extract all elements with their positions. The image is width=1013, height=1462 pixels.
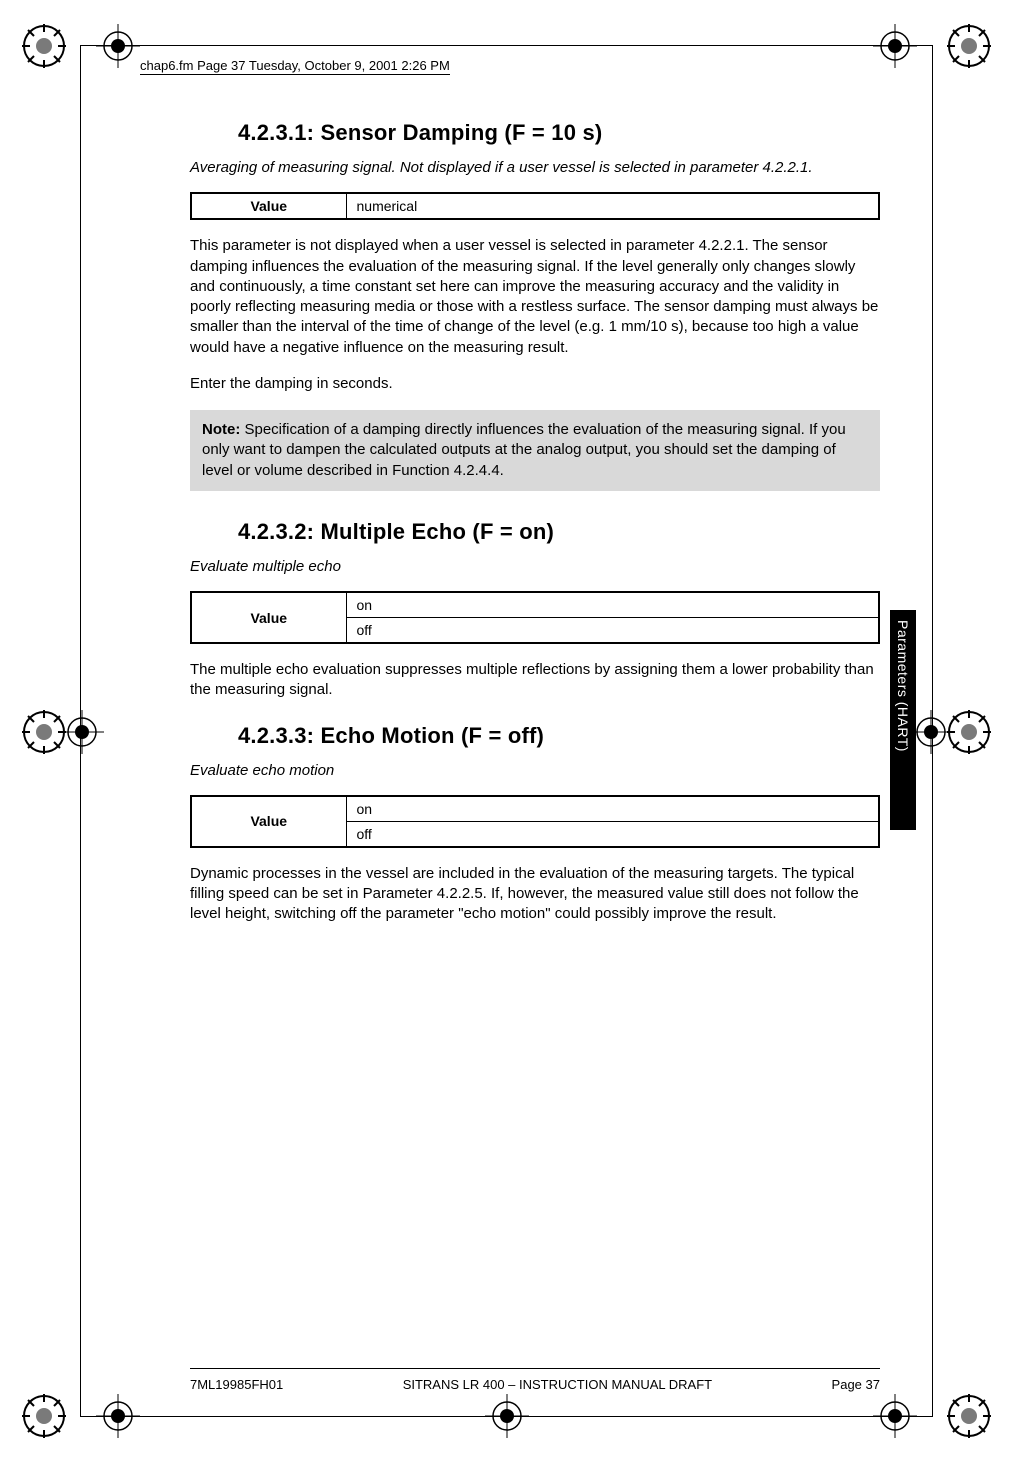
body-text-damping-2: Enter the damping in seconds.	[190, 374, 880, 394]
section-title-echo-motion: 4.2.3.3: Echo Motion (F = off)	[238, 723, 880, 749]
section-title-damping: 4.2.3.1: Sensor Damping (F = 10 s)	[238, 120, 880, 146]
section-title-multiple-echo: 4.2.3.2: Multiple Echo (F = on)	[238, 519, 880, 545]
table-label: Value	[191, 796, 346, 847]
side-tab-parameters: Parameters (HART)	[890, 610, 916, 830]
page-footer: 7ML19985FH01 SITRANS LR 400 – INSTRUCTIO…	[190, 1368, 880, 1392]
table-cell: numerical	[346, 193, 879, 219]
value-table-damping: Value numerical	[190, 192, 880, 220]
main-content: 4.2.3.1: Sensor Damping (F = 10 s) Avera…	[190, 120, 880, 941]
footer-center: SITRANS LR 400 – INSTRUCTION MANUAL DRAF…	[403, 1377, 712, 1392]
reg-mark-bottom-left	[96, 1394, 140, 1438]
body-text-echo-motion: Dynamic processes in the vessel are incl…	[190, 864, 880, 925]
gear-icon-bottom-right	[945, 1392, 993, 1440]
section-desc-damping: Averaging of measuring signal. Not displ…	[190, 158, 880, 178]
table-cell: on	[346, 796, 879, 822]
table-label: Value	[191, 592, 346, 643]
footer-left: 7ML19985FH01	[190, 1377, 283, 1392]
gear-icon-mid-left	[20, 708, 68, 756]
body-text-multiple-echo: The multiple echo evaluation suppresses …	[190, 660, 880, 701]
page-header: chap6.fm Page 37 Tuesday, October 9, 200…	[140, 58, 450, 75]
reg-mark-top-right	[873, 24, 917, 68]
value-table-multiple-echo: Value on off	[190, 591, 880, 644]
reg-mark-bottom-right	[873, 1394, 917, 1438]
table-cell: on	[346, 592, 879, 618]
body-text-damping-1: This parameter is not displayed when a u…	[190, 236, 880, 358]
table-label: Value	[191, 193, 346, 219]
top-frame-line	[80, 45, 933, 46]
reg-mark-top-left	[96, 24, 140, 68]
gear-icon-top-right	[945, 22, 993, 70]
gear-icon-mid-right	[945, 708, 993, 756]
section-desc-multiple-echo: Evaluate multiple echo	[190, 557, 880, 577]
note-box: Note: Specification of a damping directl…	[190, 410, 880, 491]
note-text: Specification of a damping directly infl…	[202, 421, 846, 479]
table-cell: off	[346, 618, 879, 644]
section-desc-echo-motion: Evaluate echo motion	[190, 761, 880, 781]
gear-icon-top-left	[20, 22, 68, 70]
table-cell: off	[346, 821, 879, 847]
value-table-echo-motion: Value on off	[190, 795, 880, 848]
footer-right: Page 37	[832, 1377, 880, 1392]
note-label: Note:	[202, 421, 240, 438]
reg-mark-bottom-center	[485, 1394, 529, 1438]
gear-icon-bottom-left	[20, 1392, 68, 1440]
